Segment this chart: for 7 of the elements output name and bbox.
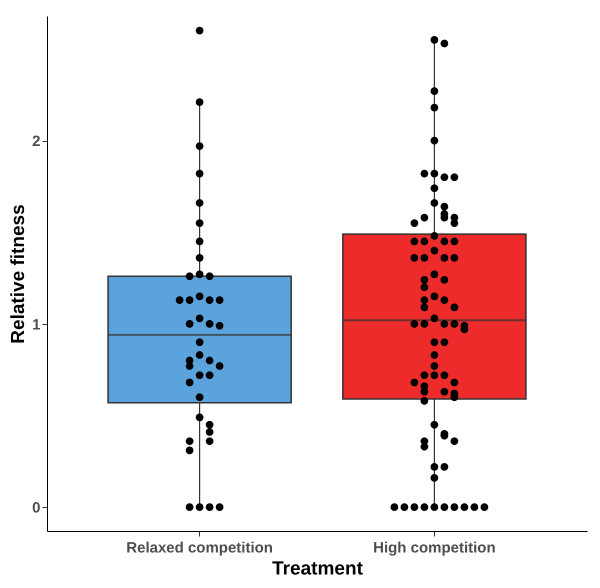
y-axis-title: Relative fitness [8, 204, 30, 344]
x-tick-label: High competition [373, 540, 496, 556]
x-tick-label: Relaxed competition [126, 540, 273, 556]
y-tick-label: 0 [32, 500, 40, 517]
y-tick-label: 1 [32, 316, 40, 334]
y-tick-label: 2 [32, 133, 40, 150]
x-axis-title: Treatment [272, 558, 364, 580]
